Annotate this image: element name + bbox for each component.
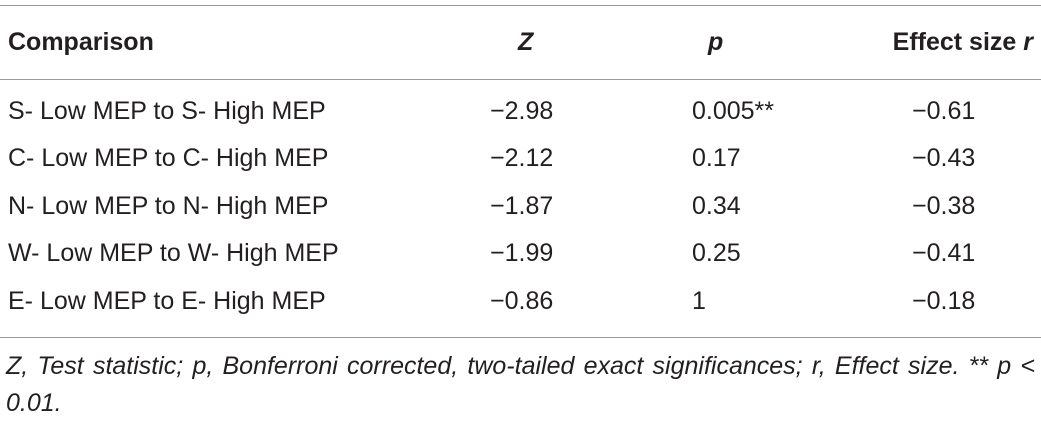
table-cell: 0.17 [692,144,741,173]
table-cell: −0.41 [912,239,976,268]
table-cell: −0.38 [912,191,976,220]
header-text: p [708,28,724,56]
bottom-rule [0,337,1041,338]
table-cell: −2.98 [490,97,554,125]
table-cell: 0.25 [692,239,741,268]
header-rule [0,79,1041,80]
table-cell: −0.61 [912,97,976,125]
table-cell: N- Low MEP to N- High MEP [8,191,329,220]
header-cell: Z [518,27,533,57]
table-cell: 1 [692,286,706,315]
table-cell: 0.005** [692,97,775,125]
table-cell: −0.86 [490,286,554,315]
table-cell: W- Low MEP to W- High MEP [8,239,339,268]
header-cell: Comparison [8,27,154,57]
table-cell: −0.18 [912,286,976,315]
header-cell: p [708,27,723,57]
header-text: r [1023,28,1033,56]
header-text: Effect size [892,28,1024,56]
header-cell: Effect size r [893,27,1033,57]
header-text: Z [518,28,534,56]
header-text: Comparison [8,28,154,56]
table-cell: S- Low MEP to S- High MEP [8,97,326,125]
table-cell: 0.34 [692,191,741,220]
table-cell: C- Low MEP to C- High MEP [8,144,329,173]
table-cell: −2.12 [490,144,554,173]
footnote: Z, Test statistic; p, Bonferroni correct… [6,352,1035,417]
table-cell: −1.99 [490,239,554,268]
table-cell: −0.43 [912,144,976,173]
top-rule [0,5,1041,6]
table-cell: −1.87 [490,191,554,220]
table-cell: E- Low MEP to E- High MEP [8,286,326,315]
